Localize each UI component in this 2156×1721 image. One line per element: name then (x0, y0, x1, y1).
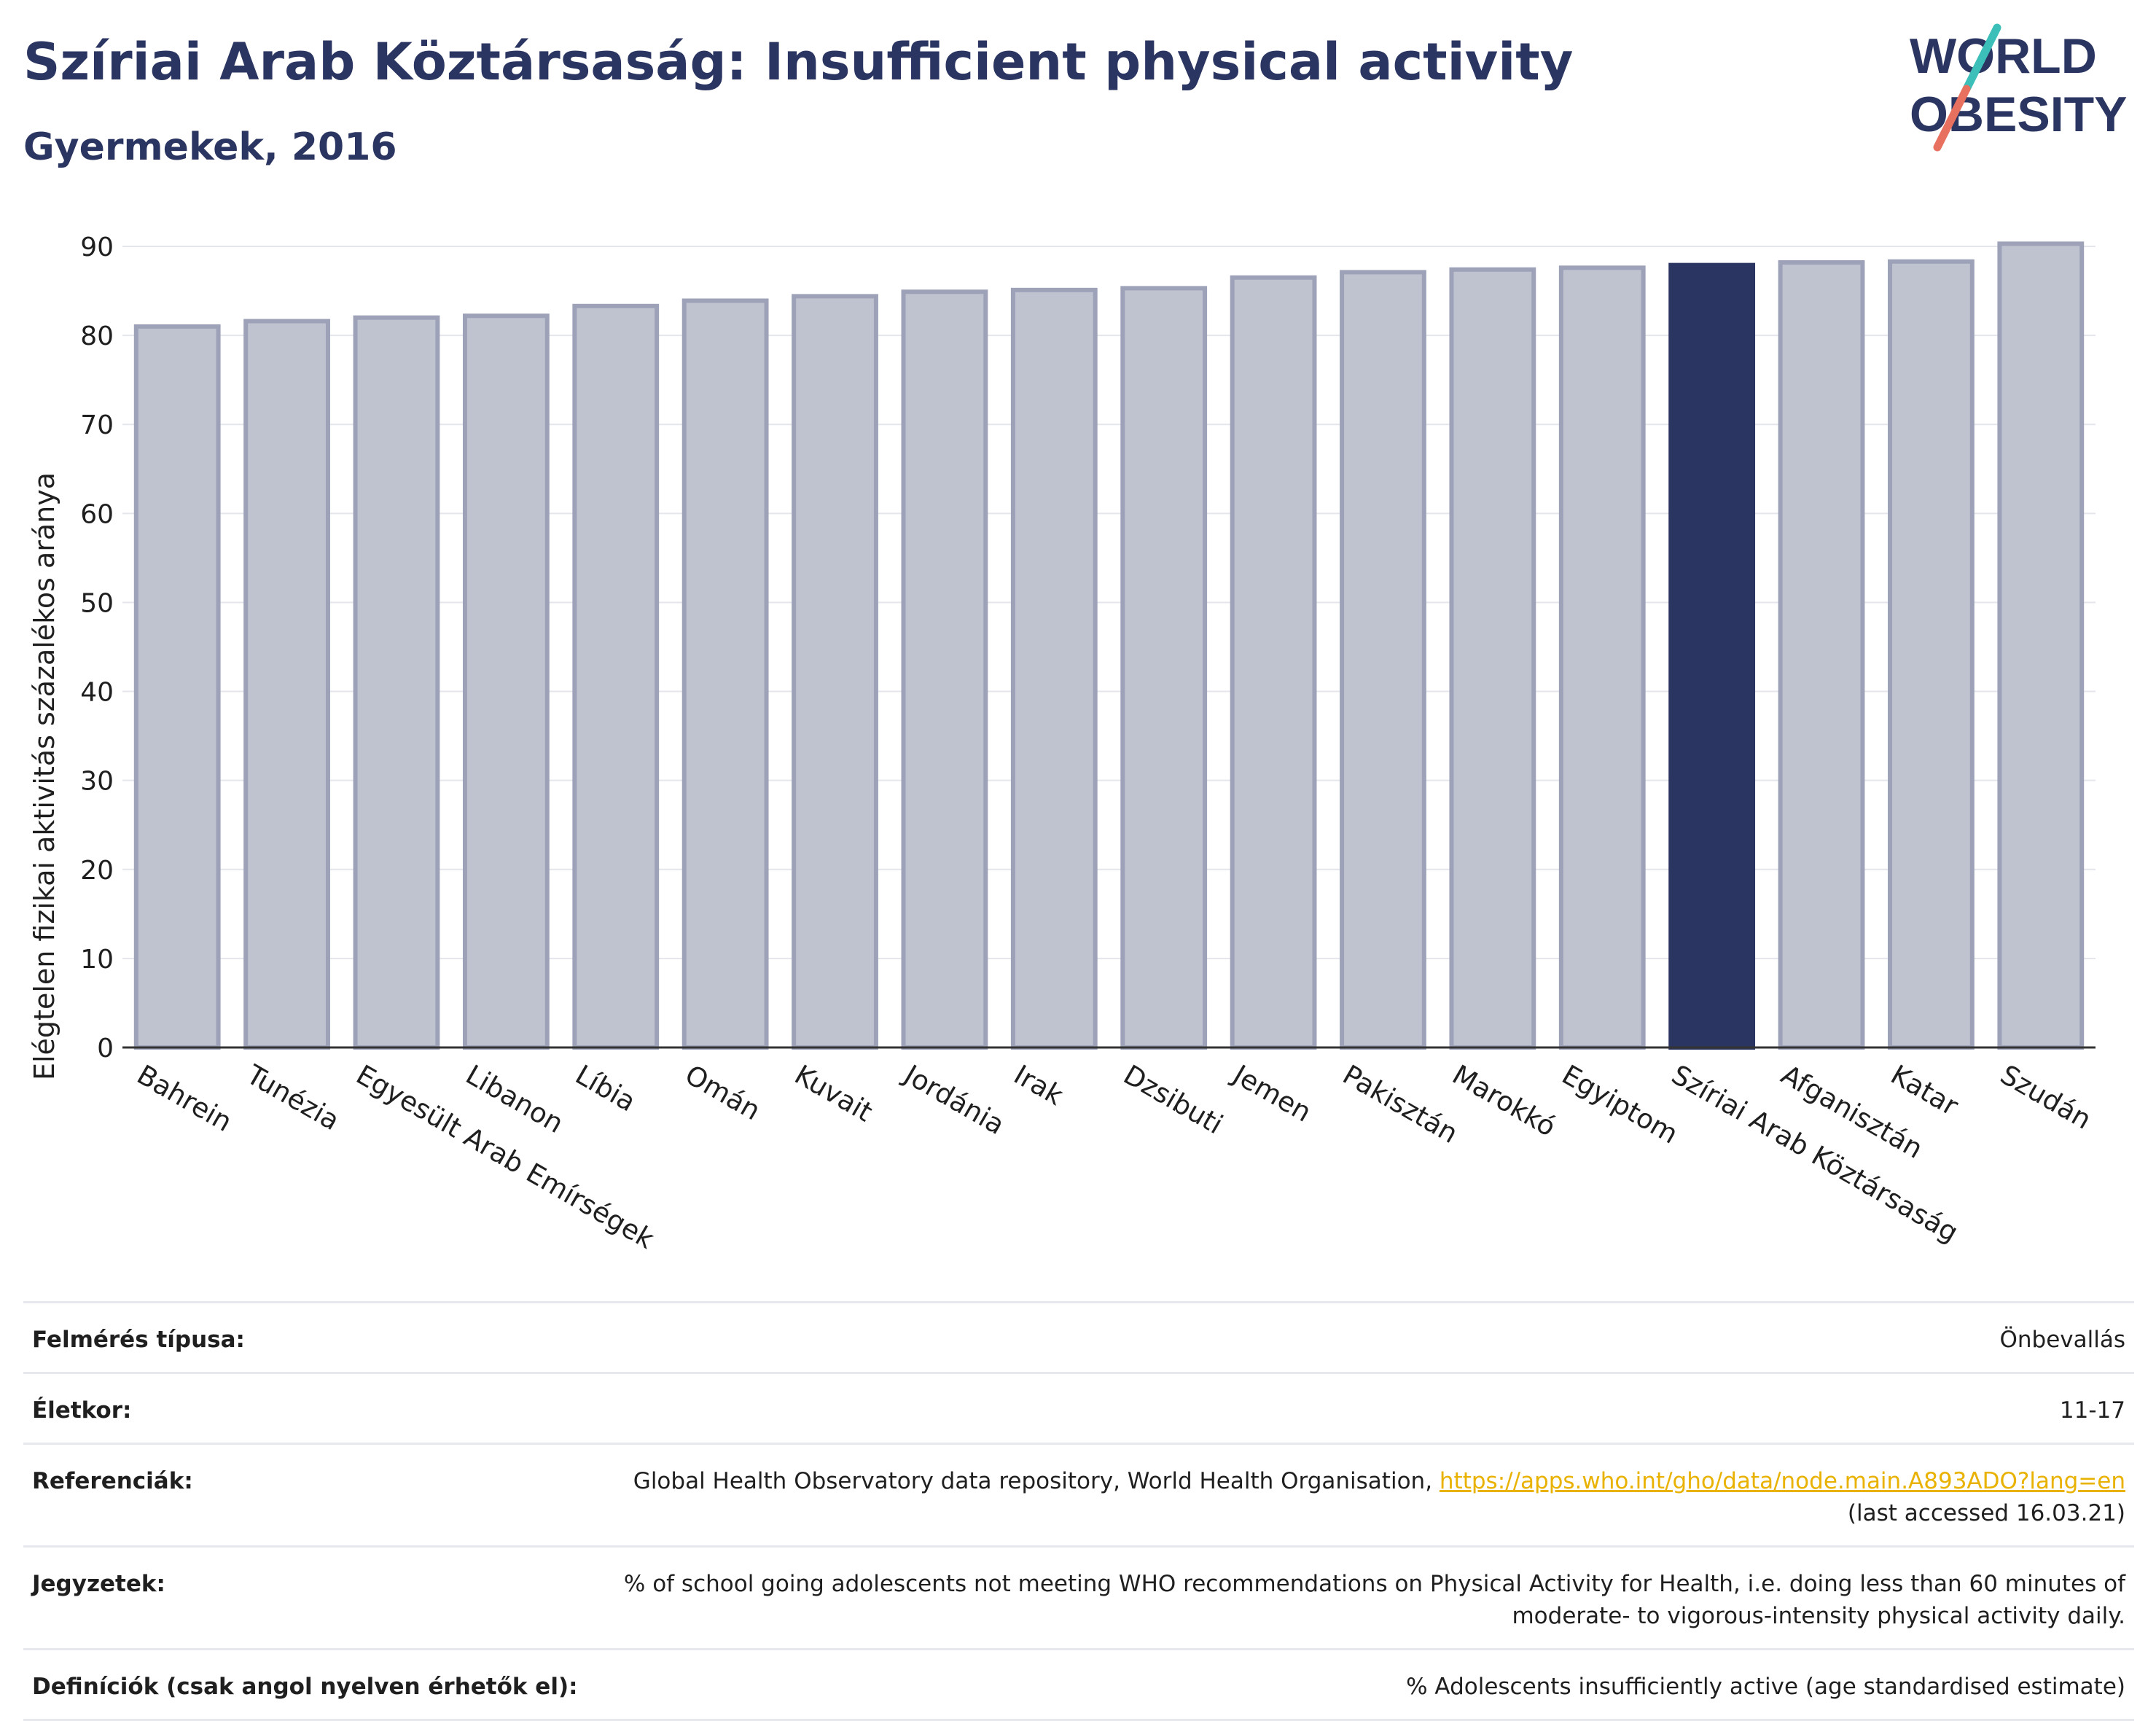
references-value: Global Health Observatory data repositor… (633, 1465, 2125, 1529)
world-obesity-logo: WORLD OBESITY (1910, 23, 2128, 152)
y-tick-label: 0 (97, 1034, 114, 1064)
x-tick-label: Bahrein (132, 1059, 238, 1138)
x-tick-label: Jordánia (898, 1058, 1010, 1142)
bar-bahrein (133, 324, 221, 1050)
page-subtitle: Gyermekek, 2016 (23, 125, 397, 169)
y-tick-labels: 0 10 20 30 40 50 60 70 80 90 (80, 233, 114, 1064)
age-value: 11-17 (2059, 1397, 2125, 1424)
bar-katar (1888, 259, 1975, 1050)
y-tick-label: 10 (80, 945, 114, 975)
y-axis-label: Elégtelen fizikai aktivitás százalékos a… (28, 472, 60, 1080)
page-title: Szíriai Arab Köztársaság: Insufficient p… (23, 32, 1574, 92)
y-tick-label: 60 (80, 499, 114, 529)
x-tick-label: Dzsibuti (1118, 1059, 1228, 1141)
bar-szíriai-arab-köztársaság (1668, 262, 1756, 1050)
bar-marokkó (1449, 267, 1536, 1050)
metadata-table: Felmérés típusa: Önbevallás Életkor: 11-… (23, 1301, 2134, 1721)
survey-value: Önbevallás (1999, 1327, 2125, 1353)
bar-pakisztán (1340, 270, 1426, 1050)
y-tick-label: 40 (80, 678, 114, 708)
x-tick-label: Líbia (570, 1059, 641, 1118)
x-tick-label: Omán (680, 1059, 766, 1127)
bar-szudán (1997, 241, 2085, 1050)
x-tick-label: Tunézia (241, 1058, 345, 1136)
notes-line1: % of school going adolescents not meetin… (623, 1571, 2125, 1597)
bars (133, 241, 2085, 1050)
bar-dzsibuti (1120, 286, 1208, 1050)
bar-irak (1010, 287, 1098, 1050)
logo-line1: WORLD (1910, 28, 2097, 84)
meta-row-notes: Jegyzetek: % of school going adolescents… (23, 1545, 2134, 1648)
references-accessed: (last accessed 16.03.21) (1847, 1500, 2125, 1526)
meta-row-survey: Felmérés típusa: Önbevallás (23, 1301, 2134, 1372)
bar-egyesült-arab-emírségek (353, 315, 440, 1050)
x-tick-label: Jemen (1227, 1058, 1317, 1128)
logo-slash-teal (1962, 23, 2001, 93)
y-tick-label: 20 (80, 856, 114, 886)
x-tick-labels: Bahrein Tunézia Egyesült Arab EmírségekLib… (132, 1058, 2097, 1255)
age-label: Életkor: (32, 1397, 132, 1424)
y-tick-label: 70 (80, 410, 114, 440)
notes-value: % of school going adolescents not meetin… (624, 1568, 2125, 1632)
notes-line2: moderate- to vigorous-intensity physical… (1512, 1603, 2125, 1629)
bar-líbia (572, 303, 660, 1050)
x-tick-label: Katar (1886, 1059, 1964, 1123)
notes-label: Jegyzetek: (32, 1571, 165, 1597)
x-tick-label: Pakisztán (1337, 1059, 1463, 1150)
x-tick-label: Egyiptom (1557, 1059, 1684, 1150)
meta-row-definitions: Definíciók (csak angol nyelven érhetők e… (23, 1648, 2134, 1721)
bar-chart: 0 10 20 30 40 50 60 70 80 90 Bahrein Tunézia Egyesü… (28, 233, 2097, 1255)
grid-lines (122, 246, 2096, 959)
bar-jemen (1230, 275, 1317, 1050)
survey-label: Felmérés típusa: (32, 1327, 245, 1353)
definitions-label: Definíciók (csak angol nyelven érhetők e… (32, 1674, 578, 1700)
logo-slash-coral (1933, 85, 1971, 152)
bar-jordánia (901, 289, 988, 1050)
meta-row-age: Életkor: 11-17 (23, 1372, 2134, 1443)
bar-afganisztán (1778, 259, 1865, 1050)
y-tick-label: 90 (80, 233, 114, 262)
y-tick-label: 50 (80, 588, 114, 618)
x-tick-label: Kuvait (789, 1059, 878, 1128)
references-text: Global Health Observatory data repositor… (633, 1468, 1440, 1494)
bar-kuvait (792, 294, 878, 1050)
bar-omán (681, 298, 769, 1050)
y-tick-label: 30 (80, 767, 114, 797)
bar-libanon (462, 313, 550, 1050)
references-link[interactable]: https://apps.who.int/gho/data/node.main.… (1439, 1468, 2125, 1494)
meta-row-references: Referenciák: Global Health Observatory d… (23, 1443, 2134, 1545)
bar-tunézia (243, 319, 330, 1050)
y-tick-label: 80 (80, 321, 114, 351)
x-tick-label: Marokkó (1447, 1059, 1561, 1143)
bar-egyiptom (1558, 265, 1646, 1050)
references-label: Referenciák: (32, 1468, 193, 1494)
definitions-value: % Adolescents insufficiently active (age… (1406, 1674, 2125, 1700)
x-tick-label: Szudán (1995, 1059, 2096, 1136)
x-tick-label: Irak (1009, 1059, 1069, 1112)
